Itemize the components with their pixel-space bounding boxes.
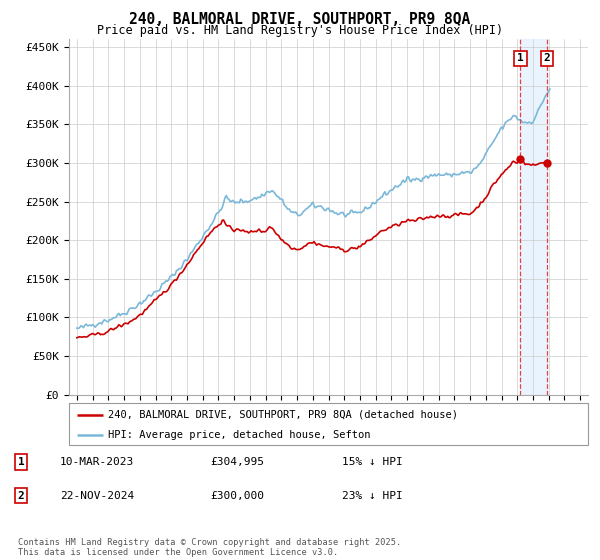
FancyBboxPatch shape xyxy=(69,403,588,445)
Text: 1: 1 xyxy=(17,457,25,467)
Text: 2: 2 xyxy=(17,491,25,501)
Text: £300,000: £300,000 xyxy=(210,491,264,501)
Text: 2: 2 xyxy=(544,53,550,63)
Text: 10-MAR-2023: 10-MAR-2023 xyxy=(60,457,134,467)
Text: 15% ↓ HPI: 15% ↓ HPI xyxy=(342,457,403,467)
Text: 240, BALMORAL DRIVE, SOUTHPORT, PR9 8QA: 240, BALMORAL DRIVE, SOUTHPORT, PR9 8QA xyxy=(130,12,470,27)
Text: 240, BALMORAL DRIVE, SOUTHPORT, PR9 8QA (detached house): 240, BALMORAL DRIVE, SOUTHPORT, PR9 8QA … xyxy=(108,410,458,420)
Text: Price paid vs. HM Land Registry's House Price Index (HPI): Price paid vs. HM Land Registry's House … xyxy=(97,24,503,37)
Text: HPI: Average price, detached house, Sefton: HPI: Average price, detached house, Seft… xyxy=(108,430,370,440)
Text: 22-NOV-2024: 22-NOV-2024 xyxy=(60,491,134,501)
Text: 1: 1 xyxy=(517,53,524,63)
Bar xyxy=(520,39,547,395)
Text: £304,995: £304,995 xyxy=(210,457,264,467)
Text: Contains HM Land Registry data © Crown copyright and database right 2025.
This d: Contains HM Land Registry data © Crown c… xyxy=(18,538,401,557)
Text: 23% ↓ HPI: 23% ↓ HPI xyxy=(342,491,403,501)
